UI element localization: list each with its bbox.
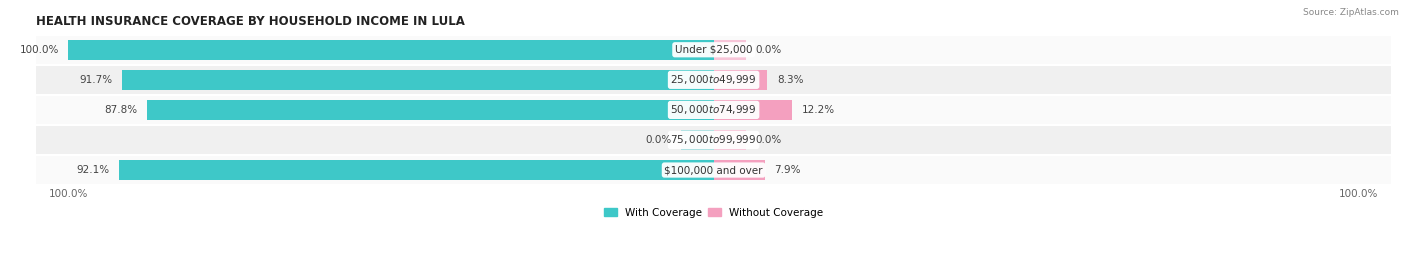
Bar <box>37 65 1391 95</box>
Text: HEALTH INSURANCE COVERAGE BY HOUSEHOLD INCOME IN LULA: HEALTH INSURANCE COVERAGE BY HOUSEHOLD I… <box>37 15 465 28</box>
Bar <box>37 125 1391 155</box>
Text: 91.7%: 91.7% <box>79 75 112 85</box>
Text: $25,000 to $49,999: $25,000 to $49,999 <box>671 73 756 86</box>
Bar <box>120 160 714 180</box>
Text: 12.2%: 12.2% <box>801 105 835 115</box>
Text: $75,000 to $99,999: $75,000 to $99,999 <box>671 133 756 146</box>
Bar <box>37 155 1391 185</box>
Bar <box>148 100 714 120</box>
Bar <box>714 70 768 90</box>
Bar <box>122 70 714 90</box>
Bar <box>714 40 745 59</box>
Text: 0.0%: 0.0% <box>755 135 782 145</box>
Text: $50,000 to $74,999: $50,000 to $74,999 <box>671 103 756 116</box>
Text: 87.8%: 87.8% <box>104 105 138 115</box>
Bar <box>682 130 714 150</box>
Text: Source: ZipAtlas.com: Source: ZipAtlas.com <box>1303 8 1399 17</box>
Text: $100,000 and over: $100,000 and over <box>665 165 763 175</box>
Bar <box>714 100 793 120</box>
Bar <box>69 40 714 59</box>
Text: 92.1%: 92.1% <box>77 165 110 175</box>
Text: 100.0%: 100.0% <box>20 45 59 55</box>
Legend: With Coverage, Without Coverage: With Coverage, Without Coverage <box>600 204 827 222</box>
Text: 0.0%: 0.0% <box>755 45 782 55</box>
Bar <box>37 35 1391 65</box>
Text: 8.3%: 8.3% <box>778 75 803 85</box>
Bar <box>37 95 1391 125</box>
Text: Under $25,000: Under $25,000 <box>675 45 752 55</box>
Text: 7.9%: 7.9% <box>775 165 801 175</box>
Bar <box>714 130 745 150</box>
Bar <box>714 160 765 180</box>
Text: 0.0%: 0.0% <box>645 135 672 145</box>
